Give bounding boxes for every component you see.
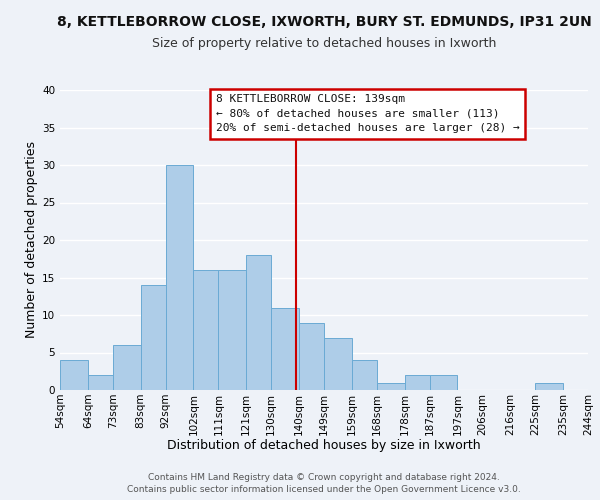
Bar bbox=[218, 270, 246, 390]
Text: 8 KETTLEBORROW CLOSE: 139sqm
← 80% of detached houses are smaller (113)
20% of s: 8 KETTLEBORROW CLOSE: 139sqm ← 80% of de… bbox=[216, 94, 520, 134]
Bar bbox=[271, 308, 299, 390]
Bar bbox=[535, 382, 563, 390]
Text: 8, KETTLEBORROW CLOSE, IXWORTH, BURY ST. EDMUNDS, IP31 2UN: 8, KETTLEBORROW CLOSE, IXWORTH, BURY ST.… bbox=[56, 15, 592, 29]
Bar bbox=[377, 382, 404, 390]
Bar bbox=[299, 322, 324, 390]
Bar bbox=[193, 270, 218, 390]
Bar bbox=[60, 360, 88, 390]
Bar bbox=[140, 285, 166, 390]
Bar bbox=[88, 375, 113, 390]
Bar bbox=[430, 375, 457, 390]
Bar bbox=[404, 375, 430, 390]
Y-axis label: Number of detached properties: Number of detached properties bbox=[25, 142, 38, 338]
Bar bbox=[352, 360, 377, 390]
Text: Contains HM Land Registry data © Crown copyright and database right 2024.
Contai: Contains HM Land Registry data © Crown c… bbox=[127, 472, 521, 494]
Bar bbox=[246, 255, 271, 390]
Bar bbox=[166, 165, 193, 390]
Text: Size of property relative to detached houses in Ixworth: Size of property relative to detached ho… bbox=[152, 38, 496, 51]
Bar bbox=[113, 345, 140, 390]
X-axis label: Distribution of detached houses by size in Ixworth: Distribution of detached houses by size … bbox=[167, 439, 481, 452]
Bar bbox=[324, 338, 352, 390]
